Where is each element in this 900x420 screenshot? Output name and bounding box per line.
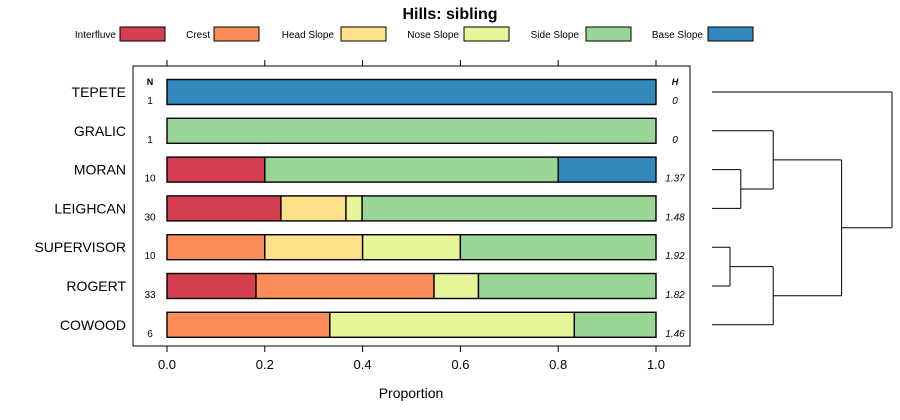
h-value: 0 xyxy=(672,96,678,107)
bar-segment-interfluve xyxy=(166,195,282,222)
bar-segment-nose-slope xyxy=(433,272,480,300)
row-leighcan: LEIGHCAN 30 1.48 xyxy=(54,195,685,223)
bar-segment-nose-slope xyxy=(361,233,462,261)
n-value: 1 xyxy=(147,135,153,146)
row-rogert: ROGERT 33 1.82 xyxy=(66,272,685,301)
bar-segment-crest xyxy=(255,272,435,300)
legend-label-base-slope: Base Slope xyxy=(652,30,704,41)
bar-segment-head-slope xyxy=(280,195,347,222)
legend-label-head-slope: Head Slope xyxy=(282,30,335,41)
n-value: 10 xyxy=(144,251,156,262)
h-value: 0 xyxy=(672,135,678,146)
row-gralic: GRALIC 1 0 xyxy=(74,117,678,146)
legend-swatch-crest xyxy=(213,26,260,42)
row-label: ROGERT xyxy=(66,278,126,294)
bar-segment-nose-slope xyxy=(329,311,576,338)
legend-label-side-slope: Side Slope xyxy=(531,30,580,41)
legend-swatch-head-slope xyxy=(340,26,387,42)
bar-segment-base-slope xyxy=(166,78,657,106)
row-label: LEIGHCAN xyxy=(54,200,126,216)
legend-label-crest: Crest xyxy=(186,30,210,41)
bar-segment-side-slope xyxy=(459,233,657,261)
dendrogram xyxy=(712,91,893,326)
bar-segment-side-slope xyxy=(166,117,657,145)
legend: Interfluve Crest Head Slope Nose Slope Side … xyxy=(75,26,754,42)
h-value: 1.82 xyxy=(665,290,685,301)
h-value: 1.92 xyxy=(665,251,685,262)
n-value: 6 xyxy=(147,329,153,340)
row-cowood: COWOOD 6 1.46 xyxy=(60,311,685,340)
legend-swatch-base-slope xyxy=(707,26,754,42)
plot-frame xyxy=(132,65,691,347)
h-value: 1.37 xyxy=(665,174,685,185)
bar-segment-head-slope xyxy=(264,233,364,261)
x-tick-label: 1.0 xyxy=(647,357,665,372)
bar-segment-side-slope xyxy=(264,156,559,183)
legend-label-interfluve: Interfluve xyxy=(75,30,117,41)
legend-swatch-nose-slope xyxy=(463,26,510,42)
x-axis-bottom: 0.0 0.2 0.4 0.6 0.8 1.0 xyxy=(158,346,665,372)
x-axis-top xyxy=(166,60,657,66)
bar-segment-crest xyxy=(166,311,331,338)
bar-segment-side-slope xyxy=(361,195,657,222)
row-label: TEPETE xyxy=(72,84,126,100)
row-label: MORAN xyxy=(74,162,126,178)
row-label: COWOOD xyxy=(60,317,126,333)
row-tepete: TEPETE 1 0 xyxy=(72,78,678,107)
bar-segment-side-slope xyxy=(477,272,657,300)
bar-segment-interfluve xyxy=(166,272,257,300)
x-tick-label: 0.4 xyxy=(354,357,372,372)
bar-segment-crest xyxy=(166,233,266,261)
row-label: SUPERVISOR xyxy=(34,239,126,255)
row-supervisor: SUPERVISOR 10 1.92 xyxy=(34,233,685,262)
x-tick-label: 0.8 xyxy=(549,357,567,372)
row-moran: MORAN 10 1.37 xyxy=(74,156,685,185)
legend-label-nose-slope: Nose Slope xyxy=(407,30,459,41)
n-value: 1 xyxy=(147,96,153,107)
n-value: 10 xyxy=(144,174,156,185)
x-tick-label: 0.0 xyxy=(158,357,176,372)
row-label: GRALIC xyxy=(74,123,126,139)
h-column-header: H xyxy=(672,77,679,87)
h-value: 1.48 xyxy=(665,212,685,223)
legend-swatch-interfluve xyxy=(119,26,166,42)
bar-segment-nose-slope xyxy=(345,195,363,222)
x-tick-label: 0.2 xyxy=(256,357,274,372)
x-tick-label: 0.6 xyxy=(451,357,469,372)
n-value: 30 xyxy=(144,212,156,223)
legend-swatch-side-slope xyxy=(585,26,632,42)
n-column-header: N xyxy=(147,77,154,87)
h-value: 1.46 xyxy=(665,329,685,340)
bar-segment-interfluve xyxy=(166,156,266,183)
x-axis-label: Proportion xyxy=(379,385,444,401)
bar-segment-side-slope xyxy=(573,311,657,338)
bar-segment-base-slope xyxy=(557,156,657,183)
n-value: 33 xyxy=(144,290,156,301)
chart-title: Hills: sibling xyxy=(402,6,497,23)
